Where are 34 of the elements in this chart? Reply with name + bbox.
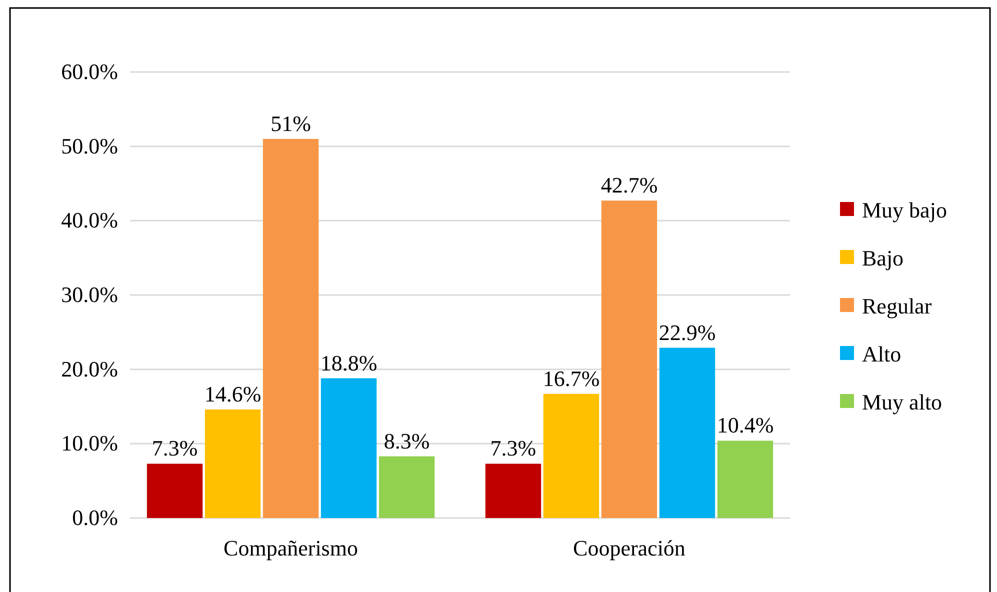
bar: [659, 348, 716, 518]
x-tick-label: Compañerismo: [224, 536, 358, 561]
bar: [717, 440, 774, 518]
y-tick-label: 30.0%: [61, 282, 118, 308]
data-label: 8.3%: [384, 428, 430, 454]
data-label: 51%: [270, 110, 311, 136]
data-label: 18.8%: [320, 350, 378, 376]
data-label: 16.7%: [542, 366, 600, 391]
data-label: 7.3%: [152, 436, 198, 461]
bar: [204, 409, 261, 518]
y-tick-label: 0.0%: [72, 505, 118, 530]
y-tick-label: 40.0%: [61, 208, 118, 233]
bar: [485, 464, 542, 518]
data-label: 14.6%: [204, 381, 262, 406]
bar: [146, 464, 203, 518]
bar: [262, 138, 319, 518]
bar: [378, 456, 435, 518]
legend-label: Regular: [862, 294, 932, 319]
legend-label: Bajo: [862, 246, 904, 271]
legend-label: Alto: [862, 342, 902, 367]
data-label: 22.9%: [658, 320, 716, 345]
data-label: 7.3%: [490, 436, 536, 461]
y-tick-label: 60.0%: [61, 59, 118, 84]
y-tick-label: 50.0%: [61, 133, 118, 158]
data-label: 10.4%: [716, 412, 774, 438]
x-tick-label: Cooperación: [573, 536, 686, 561]
y-tick-label: 10.0%: [61, 430, 118, 456]
bar: [601, 200, 658, 518]
legend-label: Muy bajo: [862, 198, 947, 223]
bar: [543, 394, 600, 518]
data-label: 42.7%: [600, 172, 658, 198]
bar: [320, 378, 377, 518]
legend-label: Muy alto: [862, 390, 942, 415]
y-tick-label: 20.0%: [61, 356, 118, 382]
